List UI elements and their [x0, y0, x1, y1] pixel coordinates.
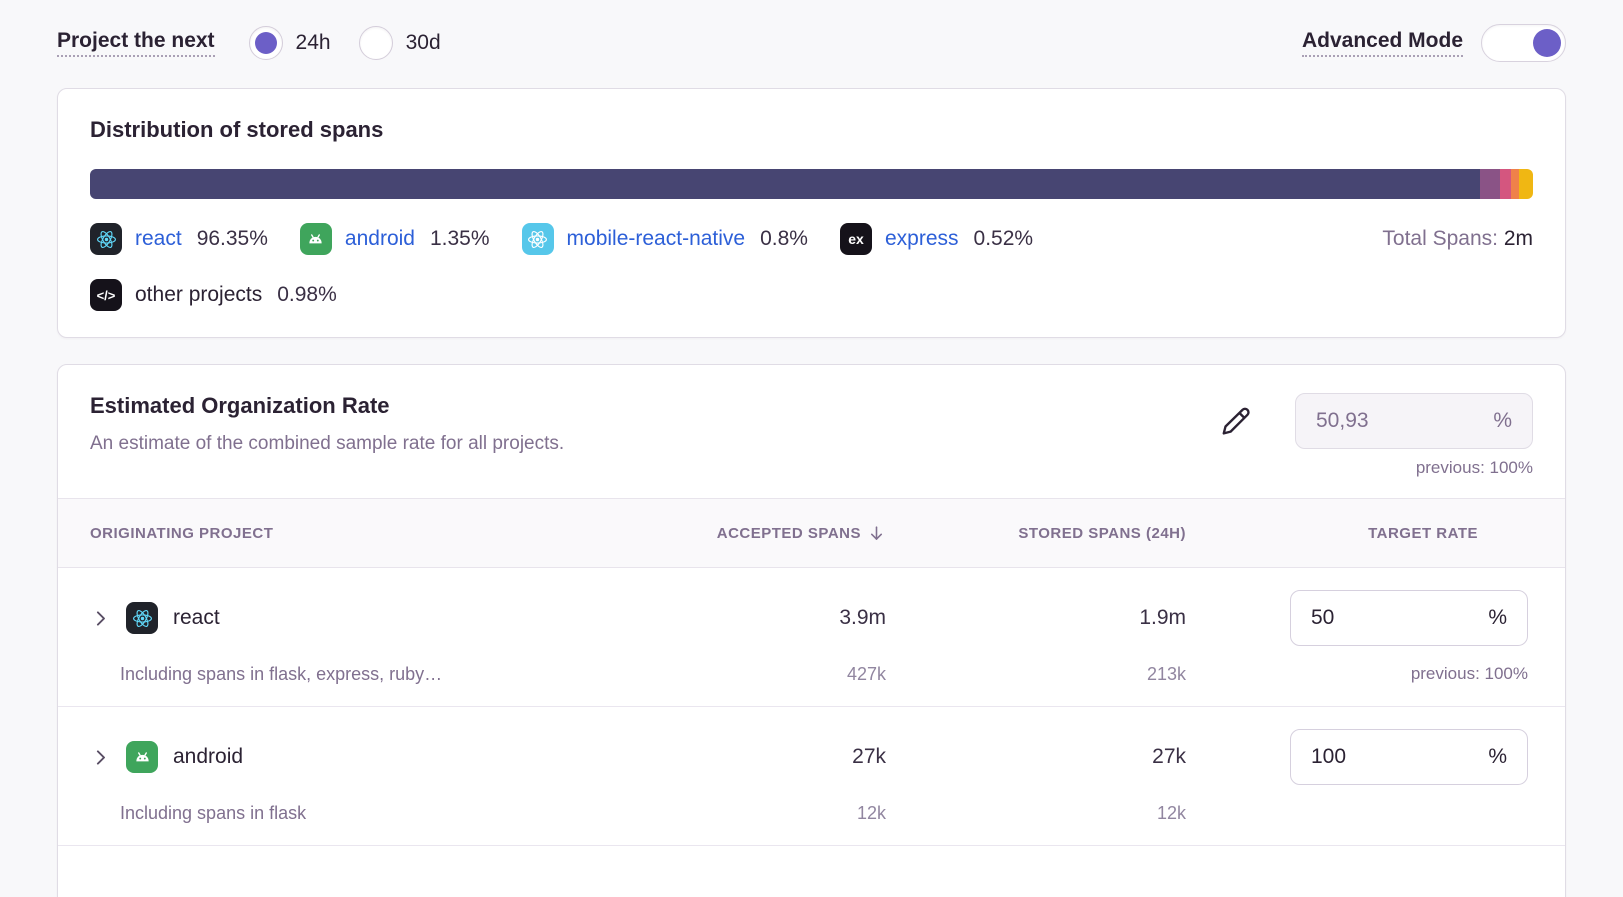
target-rate-input[interactable]	[1311, 745, 1451, 769]
top-bar: Project the next 24h 30d Advanced Mode	[57, 20, 1566, 66]
radio-30d-label: 30d	[405, 31, 441, 54]
react-icon	[126, 602, 158, 634]
sub-stored-value: 213k	[1146, 663, 1186, 684]
advanced-mode-label: Advanced Mode	[1301, 29, 1463, 57]
sort-down-icon	[870, 525, 883, 540]
sub-accepted-value: 427k	[846, 663, 886, 684]
express-icon: ex	[839, 223, 872, 255]
react-native-icon	[521, 223, 554, 255]
target-rate-unit: %	[1488, 745, 1507, 768]
target-rate-input-wrap: %	[1290, 590, 1528, 646]
radio-24h-label: 24h	[295, 31, 331, 54]
period-radio-group: 24h 30d	[248, 26, 441, 60]
bar-segment-android	[1480, 169, 1500, 199]
bar-segment-mobile-react-native	[1499, 169, 1512, 199]
total-spans-label: Total Spans:	[1382, 227, 1498, 250]
row-sub-label: Including spans in flask, express, ruby…	[120, 663, 443, 684]
target-rate-input[interactable]	[1311, 606, 1451, 630]
accepted-spans-value: 3.9m	[839, 606, 886, 629]
project-name: react	[173, 606, 220, 629]
legend-item-mobile-react-native: mobile-react-native 0.8%	[521, 223, 808, 255]
stored-spans-value: 27k	[1152, 745, 1186, 768]
radio-option-30d[interactable]: 30d	[358, 26, 441, 60]
table-header: Originating Project Accepted Spans Store…	[58, 498, 1565, 568]
org-rate-card: Estimated Organization Rate An estimate …	[57, 364, 1566, 897]
table-row-android: android 27k 27k % Including spans in fla…	[58, 707, 1565, 846]
distribution-bar	[90, 169, 1533, 199]
total-spans-value: 2m	[1503, 227, 1533, 250]
project-next-label: Project the next	[57, 29, 215, 57]
radio-option-24h[interactable]: 24h	[248, 26, 331, 60]
radio-30d[interactable]	[358, 26, 393, 60]
code-icon: </>	[90, 279, 122, 311]
edit-pencil-icon[interactable]	[1221, 406, 1251, 439]
bar-segment-express	[1511, 169, 1519, 199]
org-rate-header: Estimated Organization Rate An estimate …	[58, 365, 1565, 498]
sub-stored-value: 12k	[1156, 802, 1186, 823]
legend-item-android: android 1.35%	[299, 223, 490, 255]
legend-value-other-projects: 0.98%	[277, 283, 337, 306]
android-icon	[299, 223, 332, 255]
stored-spans-value: 1.9m	[1139, 606, 1186, 629]
legend-link-react[interactable]: react	[135, 227, 182, 250]
org-rate-unit: %	[1493, 409, 1512, 432]
legend-item-react: react 96.35%	[90, 223, 268, 255]
legend-value-mobile-react-native: 0.8%	[760, 227, 808, 250]
legend-item-express: ex express 0.52%	[839, 223, 1034, 255]
row-sub-label: Including spans in flask	[120, 802, 307, 823]
accepted-spans-value: 27k	[852, 745, 886, 768]
legend-value-android: 1.35%	[429, 227, 490, 250]
sub-accepted-value: 12k	[856, 802, 886, 823]
distribution-card: Distribution of stored spans react 96.35…	[57, 88, 1566, 338]
react-icon	[90, 223, 122, 255]
project-name: android	[173, 745, 244, 768]
total-spans: Total Spans: 2m	[1382, 227, 1533, 251]
org-rate-description: An estimate of the combined sample rate …	[90, 433, 565, 454]
table-row-react: react 3.9m 1.9m % Including spans in fla…	[58, 568, 1565, 707]
expand-chevron-icon[interactable]	[90, 747, 111, 768]
target-rate-unit: %	[1488, 606, 1507, 629]
legend-value-express: 0.52%	[973, 227, 1034, 250]
column-stored-spans[interactable]: Stored Spans (24h)	[1018, 524, 1186, 542]
column-originating-project: Originating Project	[90, 524, 274, 542]
bar-segment-other-projects	[1518, 169, 1533, 199]
legend-link-android[interactable]: android	[344, 227, 415, 250]
android-icon	[126, 741, 158, 773]
org-rate-previous: previous: 100%	[1415, 458, 1533, 477]
target-rate-input-wrap: %	[1290, 729, 1528, 785]
advanced-mode-toggle[interactable]	[1481, 24, 1566, 62]
column-accepted-spans[interactable]: Accepted Spans	[646, 524, 886, 543]
legend-label-other-projects: other projects	[135, 283, 263, 306]
bar-segment-react	[90, 169, 1481, 199]
legend-link-express[interactable]: express	[884, 227, 959, 250]
toggle-knob	[1533, 29, 1561, 57]
legend-link-mobile-react-native[interactable]: mobile-react-native	[566, 227, 746, 250]
legend-value-react: 96.35%	[196, 227, 268, 250]
radio-24h[interactable]	[248, 26, 283, 60]
distribution-legend: react 96.35% android 1.35%	[90, 223, 1533, 311]
expand-chevron-icon[interactable]	[90, 608, 111, 629]
column-target-rate: Target Rate	[1368, 524, 1478, 542]
distribution-title: Distribution of stored spans	[90, 117, 384, 142]
org-rate-input[interactable]	[1316, 409, 1456, 433]
org-rate-title: Estimated Organization Rate	[90, 393, 390, 418]
legend-item-other-projects: </> other projects 0.98%	[90, 279, 1533, 311]
rate-previous: previous: 100%	[1410, 664, 1528, 683]
org-rate-input-wrap: %	[1295, 393, 1533, 449]
